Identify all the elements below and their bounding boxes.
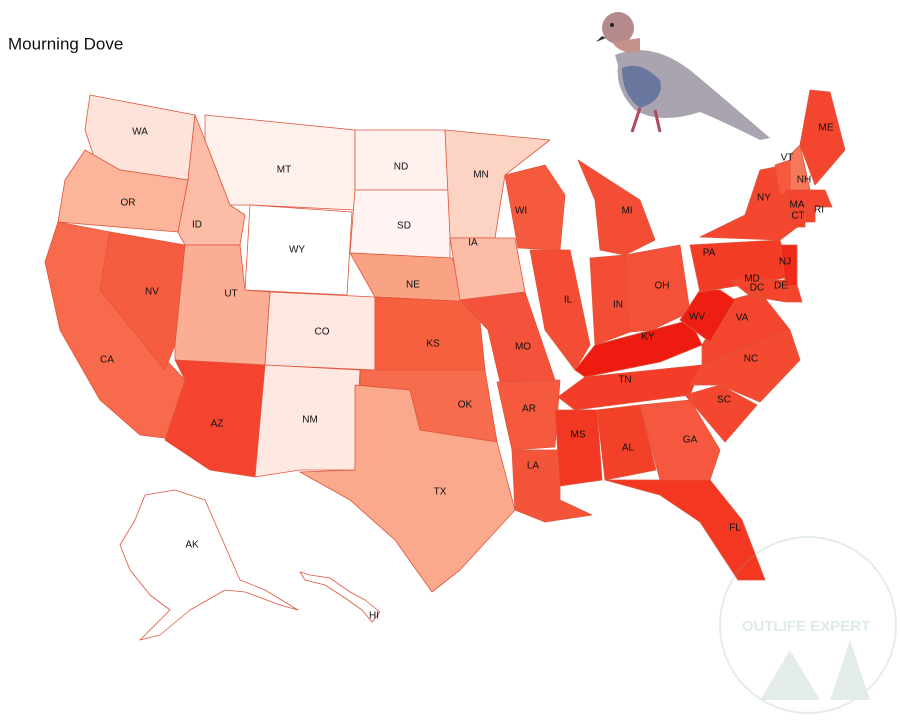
state-label: WY xyxy=(289,245,305,256)
state-label: DC xyxy=(750,283,764,294)
state-shape xyxy=(444,129,551,239)
state-label: AL xyxy=(622,443,635,454)
state-label: HI xyxy=(369,611,379,622)
state-shape xyxy=(804,206,816,223)
state-shape xyxy=(589,254,631,346)
state-shape xyxy=(354,129,451,191)
state-shape xyxy=(639,399,721,481)
state-shape xyxy=(785,284,803,303)
state-shape xyxy=(604,479,766,581)
state-shape xyxy=(554,409,603,487)
state-shape xyxy=(299,571,381,623)
states: WA OR CA NV ID MT WY UT CO AZ NM ND SD NE KS OK TX MN IA MO… xyxy=(44,89,846,641)
state-label: GA xyxy=(683,435,698,446)
state-shape xyxy=(119,489,299,641)
state-label: MO xyxy=(515,342,531,353)
state-shape xyxy=(244,204,353,296)
state-label: WA xyxy=(132,127,148,138)
state-shape xyxy=(789,206,806,228)
state-label: OR xyxy=(121,198,136,209)
state-label: MN xyxy=(473,170,489,181)
state-label: NE xyxy=(406,280,420,291)
state-shape xyxy=(574,319,703,378)
state-label: IN xyxy=(613,300,623,311)
watermark-text: OUTLIFE EXPERT xyxy=(742,618,870,635)
state-label: MS xyxy=(571,430,586,441)
state-label: OK xyxy=(458,400,473,411)
state-label: AK xyxy=(185,540,199,551)
state-label: NC xyxy=(744,354,758,365)
state-shape xyxy=(449,237,526,301)
state-label: VT xyxy=(781,153,794,164)
state-label: DE xyxy=(774,281,788,292)
state-label: AR xyxy=(522,404,536,415)
state-label: ME xyxy=(819,123,834,134)
state-label: IL xyxy=(564,295,573,306)
state-label: ND xyxy=(394,162,408,173)
state-shape xyxy=(684,384,758,443)
state-label: LA xyxy=(527,461,540,472)
state-label: SC xyxy=(717,395,731,406)
state-shape xyxy=(99,231,186,371)
state-label: MD xyxy=(744,274,760,285)
state-label: CO xyxy=(315,327,330,338)
state-label: MA xyxy=(790,200,805,211)
watermark: OUTLIFE EXPERT xyxy=(719,536,897,714)
map-title: Mourning Dove xyxy=(8,34,123,53)
state-label: NV xyxy=(145,287,159,298)
state-shape xyxy=(577,159,656,256)
bird-illustration xyxy=(596,12,770,140)
state-label: NM xyxy=(302,415,318,426)
state-label: OH xyxy=(655,281,670,292)
state-label: TN xyxy=(618,375,631,386)
state-label: MT xyxy=(277,165,291,176)
state-label: WI xyxy=(515,206,527,217)
state-label: TX xyxy=(434,487,447,498)
state-shape xyxy=(299,384,516,593)
state-label: WV xyxy=(689,312,705,323)
state-label: FL xyxy=(729,523,741,534)
state-label: SD xyxy=(397,221,411,232)
state-label: PA xyxy=(703,248,716,259)
state-label: UT xyxy=(224,289,237,300)
state-shape xyxy=(529,249,591,371)
state-label: NJ xyxy=(779,257,791,268)
state-label: AZ xyxy=(211,419,224,430)
state-label: KS xyxy=(426,339,440,350)
state-shape xyxy=(624,244,691,333)
state-shape xyxy=(799,89,846,186)
state-label: CT xyxy=(791,211,804,222)
state-shape xyxy=(254,364,361,478)
state-label: MI xyxy=(621,206,632,217)
state-label: RI xyxy=(814,205,824,216)
state-label: CA xyxy=(100,355,114,366)
state-shape xyxy=(679,289,736,343)
state-label: VA xyxy=(736,313,749,324)
state-shape xyxy=(596,404,657,481)
state-label: IA xyxy=(468,238,478,249)
state-label: KY xyxy=(641,332,655,343)
state-shape xyxy=(504,164,566,251)
state-shape xyxy=(496,379,561,451)
state-shape xyxy=(204,114,356,211)
state-shape xyxy=(784,189,833,208)
state-label: NY xyxy=(757,193,771,204)
state-shape xyxy=(751,287,761,295)
state-label: NH xyxy=(797,175,811,186)
state-label: ID xyxy=(192,220,202,231)
